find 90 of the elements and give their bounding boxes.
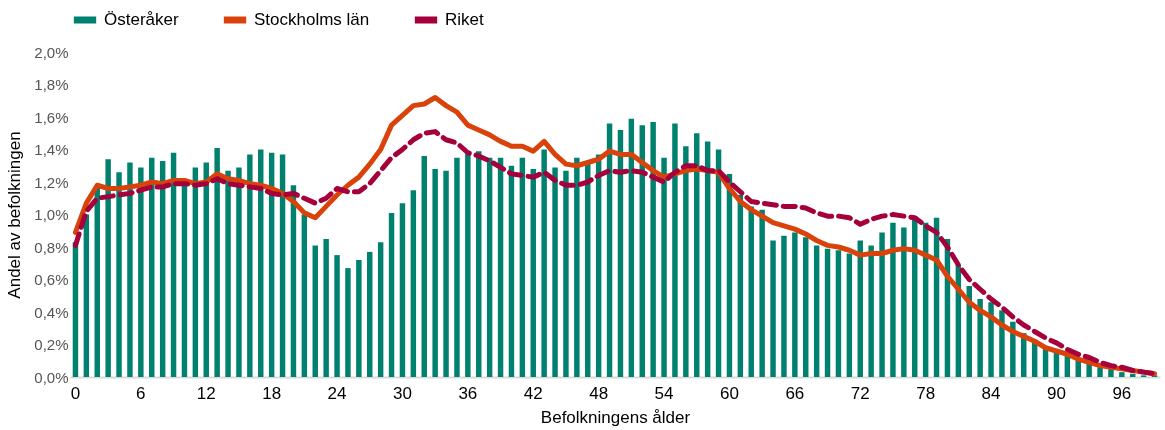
- bar: [116, 172, 122, 377]
- x-tick-label: 84: [981, 383, 1001, 403]
- bar: [476, 151, 482, 377]
- legend-label: Riket: [445, 10, 485, 29]
- bar: [105, 159, 111, 377]
- bar: [181, 183, 188, 377]
- x-tick-label: 12: [196, 383, 216, 403]
- bar: [312, 245, 318, 377]
- bar: [247, 154, 253, 377]
- x-tick-label: 78: [916, 383, 936, 403]
- bar: [1097, 367, 1103, 377]
- y-tick-label: 0,2%: [34, 336, 69, 353]
- bar: [1086, 364, 1092, 377]
- x-axis-title: Befolkningens ålder: [540, 407, 691, 427]
- bar: [399, 203, 406, 377]
- x-tick-label: 18: [262, 383, 282, 403]
- x-tick-label: 60: [719, 383, 739, 403]
- bar: [421, 156, 427, 377]
- legend-label: Stockholms län: [254, 10, 370, 29]
- x-tick-label: 96: [1112, 383, 1132, 403]
- bar: [890, 222, 896, 377]
- bar: [541, 149, 547, 377]
- bar: [127, 162, 133, 377]
- y-tick-label: 0,4%: [34, 303, 69, 321]
- bar: [835, 250, 842, 377]
- bar: [279, 154, 286, 377]
- y-axis-title: Andel av befolkningen: [5, 131, 25, 299]
- bar: [377, 242, 384, 377]
- x-tick-label: 0: [70, 383, 81, 403]
- bar: [1108, 368, 1114, 377]
- bar: [519, 157, 526, 377]
- bar: [367, 251, 373, 377]
- bar: [432, 169, 438, 377]
- y-tick-label: 1,6%: [34, 108, 69, 126]
- y-tick-label: 0,8%: [34, 238, 69, 256]
- bar: [356, 260, 362, 377]
- bar: [138, 167, 144, 377]
- bar: [236, 167, 242, 377]
- bar: [759, 209, 765, 377]
- bar: [334, 255, 340, 377]
- bar: [704, 141, 711, 377]
- bar: [410, 190, 417, 377]
- y-tick-label: 1,2%: [34, 173, 69, 191]
- x-tick-label: 54: [654, 383, 674, 403]
- bar: [486, 157, 493, 377]
- y-tick-label: 1,0%: [34, 206, 69, 223]
- bar: [454, 157, 460, 377]
- x-tick-label: 24: [327, 383, 347, 403]
- x-tick-label: 90: [1046, 383, 1066, 403]
- bar: [813, 245, 820, 377]
- bar: [225, 170, 231, 377]
- bar: [661, 157, 667, 377]
- x-tick-label: 30: [392, 383, 412, 403]
- bar: [683, 146, 689, 377]
- bar: [465, 152, 471, 377]
- bar: [868, 245, 874, 377]
- bar: [988, 302, 994, 377]
- y-tick-label: 0,0%: [34, 368, 69, 386]
- x-tick-label: 48: [589, 383, 609, 403]
- x-tick-label: 66: [785, 383, 805, 403]
- bar: [443, 170, 449, 377]
- bar: [901, 227, 907, 377]
- bar: [803, 237, 809, 377]
- bar: [1119, 372, 1125, 377]
- bar: [214, 147, 220, 377]
- bar: [672, 123, 678, 377]
- bar: [650, 121, 656, 377]
- bar: [846, 253, 853, 377]
- y-tick-label: 0,6%: [34, 271, 69, 288]
- bar: [574, 157, 580, 377]
- bar: [781, 235, 787, 377]
- y-tick-label: 2,0%: [34, 43, 69, 61]
- x-tick-label: 42: [523, 383, 543, 403]
- y-tick-label: 1,4%: [34, 141, 69, 158]
- bar: [345, 268, 351, 377]
- bar: [388, 212, 395, 377]
- x-tick-label: 6: [136, 383, 146, 403]
- bar: [977, 299, 983, 377]
- x-tick-label: 36: [458, 383, 478, 403]
- bar: [824, 248, 831, 377]
- bar: [792, 232, 798, 377]
- bar: [552, 167, 558, 377]
- bar: [770, 240, 776, 377]
- y-tick-label: 1,8%: [34, 76, 69, 93]
- bar: [323, 238, 329, 377]
- bar: [301, 214, 308, 377]
- bar: [563, 170, 569, 377]
- bar: [879, 232, 885, 377]
- legend-label: Österåker: [104, 10, 179, 29]
- x-tick-label: 72: [850, 383, 870, 403]
